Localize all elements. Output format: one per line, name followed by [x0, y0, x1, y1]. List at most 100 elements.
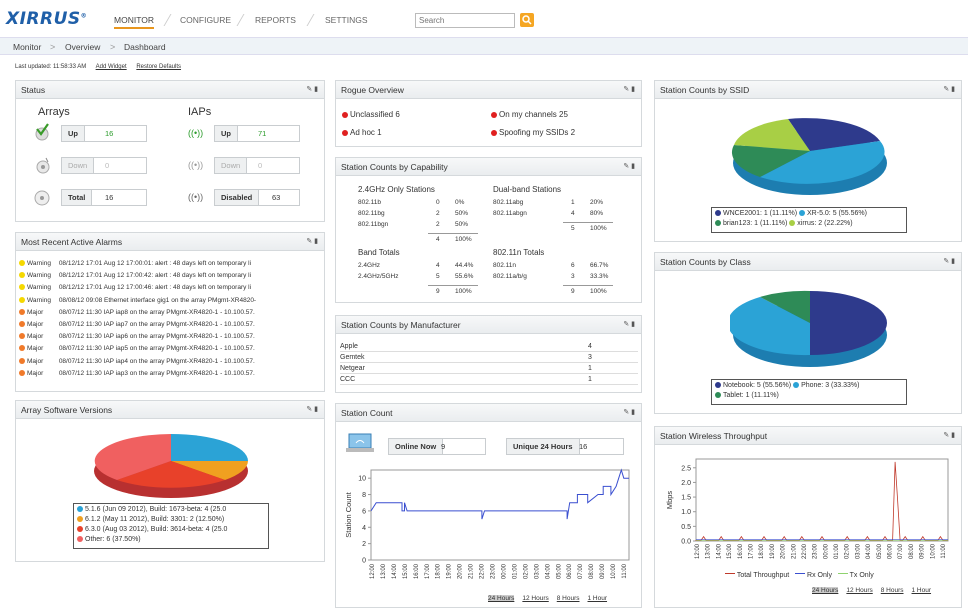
rogue-on-my-channels[interactable]: On my channels 25 [491, 110, 568, 119]
y-tick-label: 0.0 [681, 539, 691, 546]
range-12-hours[interactable]: 12 Hours [522, 595, 549, 602]
range-8-hours[interactable]: 8 Hours [556, 595, 580, 602]
software-legend: 5.1.6 (Jun 09 2012), Build: 1673-beta: 4… [73, 503, 269, 549]
alarm-row[interactable]: Major 08/07/12 11:30 IAP iap8 on the arr… [19, 308, 319, 318]
x-tick-label: 22:00 [480, 563, 486, 579]
alarm-row[interactable]: Major 08/07/12 11:30 IAP iap6 on the arr… [19, 333, 319, 342]
capability-row-label: 802.11abgn [493, 210, 527, 217]
range-8-hours[interactable]: 8 Hours [880, 587, 904, 594]
search-button[interactable] [520, 13, 534, 27]
pie-slice-tablet [760, 290, 810, 323]
search-input[interactable] [415, 13, 515, 28]
panel-settings-icon[interactable]: ✎ ▮ [306, 86, 318, 93]
iaps-down-stat[interactable]: Down 0 [214, 157, 300, 174]
legend-label: Phone: 3 (33.33%) [801, 382, 860, 389]
nav-separator [163, 14, 172, 26]
capability-row-count: 1 [571, 199, 575, 206]
x-tick-label: 21:00 [791, 543, 797, 559]
capability-panel: Station Counts by Capability ✎ ▮ 2.4GHz … [335, 157, 642, 303]
nav-configure[interactable]: CONFIGURE [180, 15, 231, 25]
arrays-total-stat[interactable]: Total 16 [61, 189, 147, 206]
rogue-spoofing[interactable]: Spoofing my SSIDs 2 [491, 128, 575, 137]
alarm-severity: Major [27, 333, 44, 341]
panel-title: Rogue Overview [341, 85, 404, 95]
range-24-hours[interactable]: 24 Hours [812, 587, 839, 594]
arrays-down-stat[interactable]: Down 0 [61, 157, 147, 174]
panel-settings-icon[interactable]: ✎ ▮ [623, 163, 635, 170]
y-tick-label: 6 [362, 508, 366, 515]
alarm-row[interactable]: Warning 08/12/12 17:01 Aug 12 17:00:42: … [19, 272, 319, 281]
capability-total-percent: 100% [455, 288, 472, 295]
add-widget-link[interactable]: Add Widget [95, 64, 127, 70]
alarm-row[interactable]: Warning 08/12/12 17:01 Aug 12 17:00:01: … [19, 260, 319, 269]
x-tick-label: 00:00 [501, 563, 507, 579]
range-12-hours[interactable]: 12 Hours [846, 587, 873, 594]
capability-row-count: 6 [571, 262, 575, 269]
stat-value: 16 [105, 129, 114, 138]
capability-row-percent: 50% [455, 221, 469, 228]
manufacturer-name: CCC [340, 376, 356, 383]
capability-row-percent: 80% [590, 210, 604, 217]
stat-value: 9 [441, 442, 446, 451]
pie-slice-6-1-2 [171, 461, 248, 480]
manufacturer-row[interactable]: Gemtek 3 [340, 353, 638, 363]
manufacturer-row[interactable]: Apple 4 [340, 342, 638, 352]
manufacturer-count: 1 [588, 376, 592, 383]
severity-icon [19, 321, 25, 327]
panel-settings-icon[interactable]: ✎ ▮ [943, 86, 955, 93]
alarm-row[interactable]: Major 08/07/12 11:30 IAP iap3 on the arr… [19, 369, 319, 379]
alarm-row[interactable]: Major 08/07/12 11:30 IAP iap4 on the arr… [19, 357, 319, 367]
unique-24h-stat[interactable]: Unique 24 Hours 16 [506, 438, 624, 455]
legend-item: 6.1.2 (May 11 2012), Build: 3301: 2 (12.… [77, 516, 265, 526]
capability-row-count: 4 [436, 262, 440, 269]
range-1-hour[interactable]: 1 Hour [911, 587, 932, 594]
severity-icon [19, 272, 25, 279]
breadcrumb-dashboard: Dashboard [124, 42, 166, 52]
panel-settings-icon[interactable]: ✎ ▮ [943, 432, 955, 439]
manufacturer-row[interactable]: Netgear 1 [340, 364, 638, 374]
rogue-overview-panel: Rogue Overview ✎ ▮ Unclassified 6 On my … [335, 80, 642, 147]
rogue-unclassified[interactable]: Unclassified 6 [342, 110, 400, 119]
panel-settings-icon[interactable]: ✎ ▮ [306, 238, 318, 245]
panel-settings-icon[interactable]: ✎ ▮ [623, 86, 635, 93]
rogue-ad-hoc[interactable]: Ad hoc 1 [342, 128, 382, 137]
last-updated-text: Last updated: 11:58:33 AM [15, 64, 87, 70]
panel-settings-icon[interactable]: ✎ ▮ [306, 406, 318, 413]
breadcrumb-monitor[interactable]: Monitor [13, 42, 42, 52]
x-tick-label: 06:00 [567, 563, 573, 579]
online-now-stat[interactable]: Online Now 9 [388, 438, 486, 455]
x-tick-label: 21:00 [469, 563, 475, 579]
y-axis-label: Station Count [344, 491, 353, 537]
xirrus-logo[interactable]: XIRRUS® [6, 9, 88, 29]
panel-header: Station Counts by Manufacturer ✎ ▮ [336, 316, 641, 334]
stat-value: 0 [105, 161, 110, 170]
search-icon [522, 15, 532, 25]
range-1-hour[interactable]: 1 Hour [587, 595, 608, 602]
nav-reports[interactable]: REPORTS [255, 15, 296, 25]
arrays-up-stat[interactable]: Up 16 [61, 125, 147, 142]
severity-icon [19, 284, 25, 291]
y-tick-label: 1.0 [681, 509, 691, 516]
alarm-row[interactable]: Warning 08/12/12 17:01 Aug 12 17:00:46: … [19, 284, 319, 293]
restore-defaults-link[interactable]: Restore Defaults [136, 64, 182, 70]
iaps-up-stat[interactable]: Up 71 [214, 125, 300, 142]
alarm-row[interactable]: Warning 08/08/12 09:08 Ethernet interfac… [19, 296, 319, 306]
panel-title: Station Counts by Capability [341, 162, 448, 172]
breadcrumb-overview[interactable]: Overview [65, 42, 101, 52]
manufacturer-name: Gemtek [340, 354, 365, 361]
capability-row-label: 2.4GHz/5GHz [358, 273, 399, 280]
alarm-row[interactable]: Major 08/07/12 11:30 IAP iap5 on the arr… [19, 345, 319, 354]
nav-settings[interactable]: SETTINGS [325, 15, 368, 25]
x-tick-label: 09:00 [600, 563, 606, 579]
manufacturer-row[interactable]: CCC 1 [340, 375, 638, 385]
panel-settings-icon[interactable]: ✎ ▮ [623, 409, 635, 416]
capability-table-title: 2.4GHz Only Stations [358, 185, 435, 194]
class-panel: Station Counts by Class ✎ ▮ Notebook: 5 … [654, 252, 962, 414]
iaps-disabled-stat[interactable]: Disabled 63 [214, 189, 300, 206]
range-24-hours[interactable]: 24 Hours [488, 595, 515, 602]
panel-settings-icon[interactable]: ✎ ▮ [943, 258, 955, 265]
station-count-line [370, 468, 629, 520]
nav-monitor[interactable]: MONITOR [114, 15, 154, 29]
panel-settings-icon[interactable]: ✎ ▮ [623, 321, 635, 328]
alarm-row[interactable]: Major 08/07/12 11:30 IAP iap7 on the arr… [19, 321, 319, 330]
